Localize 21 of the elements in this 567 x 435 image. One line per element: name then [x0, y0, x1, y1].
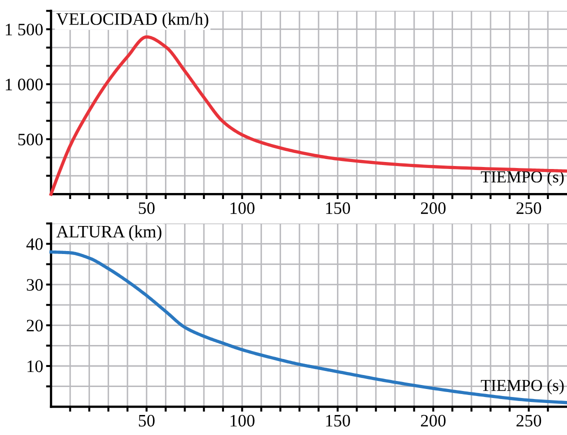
x-tick-label: 50: [138, 414, 155, 427]
y-tick-label: 500: [18, 134, 43, 146]
y-tick-label: 1 500: [6, 24, 43, 36]
y-axis-title: ALTURA (km): [56, 225, 162, 242]
y-tick-label: 1 000: [6, 78, 43, 90]
y-tick-label: 30: [26, 279, 43, 291]
x-tick-label: 250: [516, 202, 542, 214]
x-axis-title: TIEMPO (s): [480, 170, 564, 186]
y-tick-label: 40: [26, 238, 43, 250]
y-tick-label: 20: [26, 320, 43, 332]
x-tick-label: 200: [420, 202, 446, 214]
y-tick-label: 10: [28, 360, 43, 372]
x-axis-title: TIEMPO (s): [480, 379, 564, 394]
x-tick-label: 100: [230, 414, 254, 427]
x-tick-label: 200: [420, 414, 446, 427]
x-tick-label: 100: [230, 202, 254, 214]
x-tick-label: 250: [516, 414, 542, 427]
x-tick-label: 50: [138, 202, 155, 214]
y-axis-title: VELOCIDAD (km/h): [56, 12, 208, 28]
x-tick-label: 150: [326, 202, 350, 214]
x-tick-label: 150: [326, 414, 350, 427]
